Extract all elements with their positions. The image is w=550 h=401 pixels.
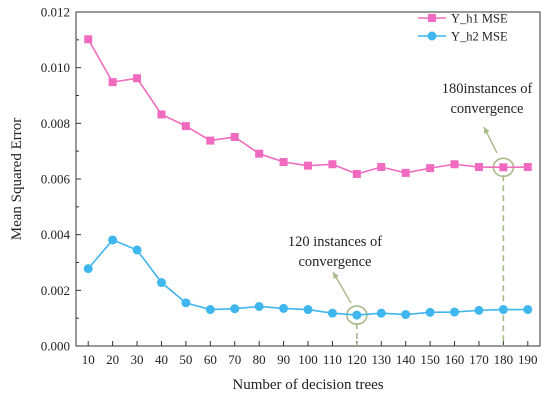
axes bbox=[75, 11, 541, 347]
series-1-point bbox=[450, 160, 459, 169]
series-2-point bbox=[205, 305, 215, 315]
series-1-point bbox=[181, 122, 190, 131]
series-2-point bbox=[132, 245, 142, 255]
x-tick-label: 160 bbox=[445, 352, 465, 367]
x-tick-label: 40 bbox=[155, 352, 168, 367]
series-1-point bbox=[328, 160, 337, 169]
series-1-point bbox=[108, 78, 117, 87]
annotation-arrow-head bbox=[484, 127, 490, 134]
x-tick-label: 120 bbox=[347, 352, 367, 367]
annotation-text: convergence bbox=[451, 101, 524, 117]
legend-label: Y_h2 MSE bbox=[451, 30, 508, 44]
series-1-point bbox=[426, 164, 435, 173]
series-2-point bbox=[352, 310, 362, 320]
series-1-point bbox=[499, 163, 508, 172]
x-tick-label: 130 bbox=[372, 352, 392, 367]
x-tick-label: 150 bbox=[420, 352, 440, 367]
series-1-point bbox=[157, 110, 166, 119]
series-1-point bbox=[377, 163, 386, 172]
series-1-point bbox=[304, 161, 312, 170]
series-1-point bbox=[474, 163, 483, 172]
annotation-text: 180instances of bbox=[442, 81, 533, 97]
x-tick-label: 90 bbox=[277, 352, 290, 367]
series-2-point bbox=[425, 307, 435, 317]
x-tick-label: 100 bbox=[298, 352, 318, 367]
series-1-point bbox=[84, 35, 93, 44]
x-tick-label: 20 bbox=[106, 352, 119, 367]
series-2-point bbox=[230, 304, 240, 314]
y-axis-ticks: 0.000 0.002 0.004 0.006 0.008 0.010 0.012 bbox=[41, 5, 81, 354]
series-2-point bbox=[181, 298, 191, 308]
x-tick-label: 140 bbox=[396, 352, 416, 367]
y-tick-label: 0.006 bbox=[41, 172, 71, 187]
x-tick-label: 30 bbox=[131, 352, 144, 367]
x-tick-label: 170 bbox=[469, 352, 489, 367]
x-tick-label: 190 bbox=[518, 352, 538, 367]
x-axis-ticks: 10 20 30 40 50 60 70 80 90 100 110 120 130 140 150 160 1… bbox=[82, 341, 538, 367]
series-2-point bbox=[303, 305, 313, 315]
y-tick-label: 0.010 bbox=[41, 60, 70, 75]
series-1-point bbox=[523, 163, 532, 172]
annotation-arrow-head bbox=[333, 272, 339, 279]
y-tick-label: 0.000 bbox=[41, 339, 70, 354]
y-tick-label: 0.012 bbox=[41, 5, 70, 20]
series-2-point bbox=[523, 305, 533, 315]
series-1-point bbox=[352, 169, 361, 178]
legend-label: Y_h1 MSE bbox=[451, 12, 508, 26]
series-2-point bbox=[83, 264, 93, 274]
series-group bbox=[83, 35, 533, 320]
series-1-point bbox=[401, 168, 410, 177]
x-tick-label: 180 bbox=[494, 352, 514, 367]
x-tick-label: 50 bbox=[179, 352, 192, 367]
x-tick-label: 10 bbox=[82, 352, 95, 367]
series-1-point bbox=[255, 149, 264, 158]
y-tick-label: 0.002 bbox=[41, 283, 70, 298]
series-1-point bbox=[279, 158, 288, 167]
x-tick-label: 80 bbox=[253, 352, 266, 367]
y-tick-label: 0.004 bbox=[41, 227, 71, 242]
series-2-point bbox=[498, 305, 508, 315]
series-2-point bbox=[376, 308, 386, 318]
series-2-point bbox=[474, 305, 484, 315]
series-2-point bbox=[327, 308, 337, 318]
y-axis-label: Mean Squared Error bbox=[9, 118, 25, 240]
x-tick-label: 110 bbox=[323, 352, 342, 367]
series-2-point bbox=[156, 278, 166, 288]
series-2-point bbox=[450, 307, 460, 317]
annotation-text: convergence bbox=[299, 254, 372, 270]
series-2-point bbox=[108, 235, 118, 245]
series-2-point bbox=[254, 301, 264, 311]
x-tick-label: 60 bbox=[204, 352, 217, 367]
annotation-texts: 120 instances of convergence 180instances … bbox=[288, 81, 533, 270]
series-2-point bbox=[401, 310, 411, 320]
series-line-2 bbox=[87, 238, 528, 316]
x-axis-label: Number of decision trees bbox=[232, 377, 383, 393]
series-1-point bbox=[133, 74, 142, 83]
legend-marker bbox=[428, 14, 436, 22]
series-1-point bbox=[230, 132, 239, 141]
y-tick-label: 0.008 bbox=[41, 116, 70, 131]
legend-marker bbox=[427, 31, 437, 41]
x-tick-label: 70 bbox=[228, 352, 241, 367]
series-1-point bbox=[206, 136, 215, 145]
plot-frame bbox=[75, 11, 541, 347]
legend: Y_h1 MSE Y_h2 MSE bbox=[418, 12, 508, 44]
annotation-text: 120 instances of bbox=[288, 234, 382, 250]
series-2-point bbox=[279, 303, 289, 313]
